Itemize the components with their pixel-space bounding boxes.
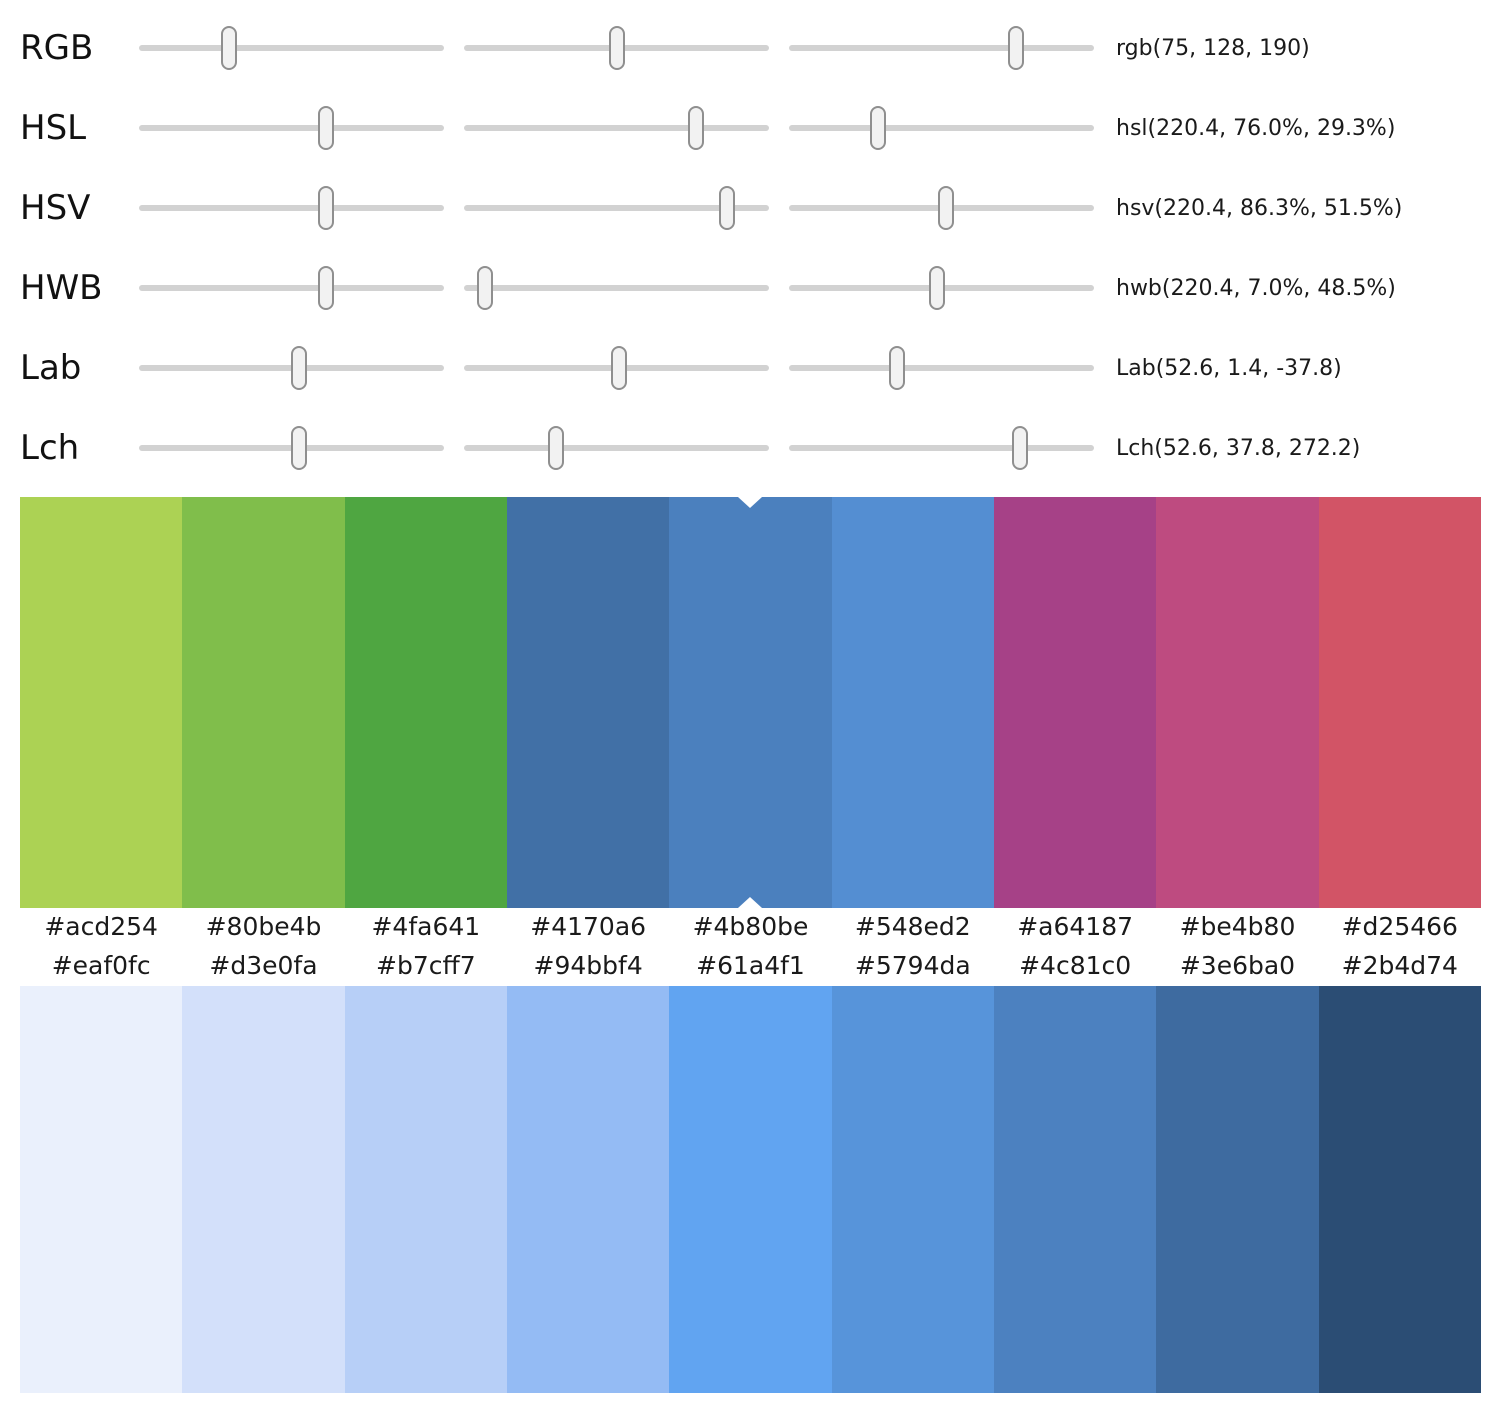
scale-palette-swatch[interactable] xyxy=(506,986,670,1393)
hsv-h-slider-thumb[interactable] xyxy=(317,186,334,230)
scale-palette-hex-labels: #eaf0fc #d3e0fa #b7cff7 #94bbf4 #61a4f1 … xyxy=(20,944,1481,986)
swatch-hex-label: #94bbf4 xyxy=(533,950,643,980)
lch-row-label: Lch xyxy=(20,428,80,468)
rgb-b-slider-thumb[interactable] xyxy=(1008,26,1025,70)
hsl-s-slider[interactable] xyxy=(464,106,769,150)
hsv-sliders-row: HSV hsv(220.4, 86.3%, 51.5%) xyxy=(0,168,1501,248)
rgb-r-slider-thumb[interactable] xyxy=(220,26,237,70)
hsl-l-slider[interactable] xyxy=(789,106,1094,150)
lch-value-text: Lch(52.6, 37.8, 272.2) xyxy=(1116,435,1361,461)
hwb-value-text: hwb(220.4, 7.0%, 48.5%) xyxy=(1116,275,1396,301)
hsv-v-slider[interactable] xyxy=(789,186,1094,230)
swatch-hex-label: #4b80be xyxy=(692,911,809,941)
lch-sliders-row: Lch Lch(52.6, 37.8, 272.2) xyxy=(0,408,1501,488)
hwb-w-slider-thumb[interactable] xyxy=(477,266,494,310)
lch-c-slider-thumb[interactable] xyxy=(548,426,565,470)
lab-l-slider[interactable] xyxy=(139,346,444,390)
hsl-h-slider[interactable] xyxy=(139,106,444,150)
hwb-w-slider[interactable] xyxy=(464,266,769,310)
swatch-hex-label: #80be4b xyxy=(205,911,322,941)
hsl-l-slider-thumb[interactable] xyxy=(870,106,887,150)
swatch-hex-label: #4170a6 xyxy=(530,911,647,941)
hsv-v-slider-thumb[interactable] xyxy=(938,186,955,230)
hsl-sliders-row: HSL hsl(220.4, 76.0%, 29.3%) xyxy=(0,88,1501,168)
main-palette-swatch[interactable] xyxy=(1156,497,1319,908)
rgb-sliders-row: RGB rgb(75, 128, 190) xyxy=(0,8,1501,88)
main-palette-swatch[interactable] xyxy=(344,497,507,908)
scale-palette-swatch[interactable] xyxy=(1318,986,1481,1393)
hsl-s-slider-thumb[interactable] xyxy=(687,106,704,150)
swatch-hex-label: #4fa641 xyxy=(371,911,481,941)
palette-section: #acd254 #80be4b #4fa641 #4170a6 #4b80be … xyxy=(20,497,1481,1393)
swatch-hex-label: #be4b80 xyxy=(1179,911,1296,941)
main-palette-swatch-selected[interactable] xyxy=(669,497,832,908)
hsl-row-label: HSL xyxy=(20,108,87,148)
main-palette-swatch[interactable] xyxy=(1318,497,1481,908)
hsv-s-slider-thumb[interactable] xyxy=(719,186,736,230)
hsv-s-slider[interactable] xyxy=(464,186,769,230)
hsv-row-label: HSV xyxy=(20,188,91,228)
swatch-hex-label: #acd254 xyxy=(44,911,158,941)
lab-l-slider-thumb[interactable] xyxy=(291,346,308,390)
hwb-h-slider[interactable] xyxy=(139,266,444,310)
scale-palette-swatch[interactable] xyxy=(993,986,1157,1393)
hsv-value-text: hsv(220.4, 86.3%, 51.5%) xyxy=(1116,195,1403,221)
lch-h-slider[interactable] xyxy=(789,426,1094,470)
selected-color-marker-top xyxy=(738,497,763,508)
lab-a-slider-thumb[interactable] xyxy=(610,346,627,390)
scale-palette xyxy=(20,986,1481,1393)
lch-c-slider[interactable] xyxy=(464,426,769,470)
hwb-h-slider-thumb[interactable] xyxy=(317,266,334,310)
lch-l-slider-thumb[interactable] xyxy=(291,426,308,470)
rgb-b-slider[interactable] xyxy=(789,26,1094,70)
hsv-h-slider[interactable] xyxy=(139,186,444,230)
lab-value-text: Lab(52.6, 1.4, -37.8) xyxy=(1116,355,1342,381)
swatch-hex-label: #2b4d74 xyxy=(1341,950,1458,980)
main-palette-swatch[interactable] xyxy=(20,497,183,908)
hwb-b-slider-thumb[interactable] xyxy=(928,266,945,310)
main-palette-swatch[interactable] xyxy=(182,497,345,908)
swatch-hex-label: #d25466 xyxy=(1341,911,1458,941)
slider-panel: RGB rgb(75, 128, 190) HSL hsl(220.4, 76.… xyxy=(0,0,1501,488)
main-palette-hex-labels: #acd254 #80be4b #4fa641 #4170a6 #4b80be … xyxy=(20,908,1481,944)
swatch-hex-label: #d3e0fa xyxy=(209,950,318,980)
scale-palette-swatch[interactable] xyxy=(1156,986,1319,1393)
swatch-hex-label: #3e6ba0 xyxy=(1179,950,1296,980)
lab-sliders-row: Lab Lab(52.6, 1.4, -37.8) xyxy=(0,328,1501,408)
selected-color-marker-bottom xyxy=(738,897,763,908)
rgb-value-text: rgb(75, 128, 190) xyxy=(1116,35,1310,61)
lab-row-label: Lab xyxy=(20,348,82,388)
scale-palette-swatch[interactable] xyxy=(182,986,345,1393)
rgb-g-slider-thumb[interactable] xyxy=(609,26,626,70)
swatch-hex-label: #548ed2 xyxy=(854,911,971,941)
hwb-sliders-row: HWB hwb(220.4, 7.0%, 48.5%) xyxy=(0,248,1501,328)
scale-palette-swatch[interactable] xyxy=(669,986,832,1393)
hwb-row-label: HWB xyxy=(20,268,103,308)
hwb-b-slider[interactable] xyxy=(789,266,1094,310)
lch-h-slider-thumb[interactable] xyxy=(1011,426,1028,470)
scale-palette-swatch[interactable] xyxy=(831,986,994,1393)
swatch-hex-label: #4c81c0 xyxy=(1019,950,1132,980)
lch-l-slider[interactable] xyxy=(139,426,444,470)
hsl-value-text: hsl(220.4, 76.0%, 29.3%) xyxy=(1116,115,1396,141)
main-palette-swatch[interactable] xyxy=(993,497,1157,908)
hsl-h-slider-thumb[interactable] xyxy=(317,106,334,150)
swatch-hex-label: #a64187 xyxy=(1017,911,1134,941)
lab-b-slider-thumb[interactable] xyxy=(888,346,905,390)
swatch-hex-label: #5794da xyxy=(854,950,971,980)
scale-palette-swatch[interactable] xyxy=(344,986,507,1393)
scale-palette-swatch[interactable] xyxy=(20,986,183,1393)
swatch-hex-label: #eaf0fc xyxy=(51,950,151,980)
lab-b-slider[interactable] xyxy=(789,346,1094,390)
main-palette xyxy=(20,497,1481,908)
rgb-r-slider[interactable] xyxy=(139,26,444,70)
rgb-row-label: RGB xyxy=(20,28,94,68)
rgb-g-slider[interactable] xyxy=(464,26,769,70)
swatch-hex-label: #b7cff7 xyxy=(376,950,476,980)
lab-a-slider[interactable] xyxy=(464,346,769,390)
main-palette-swatch[interactable] xyxy=(506,497,670,908)
main-palette-swatch[interactable] xyxy=(831,497,994,908)
swatch-hex-label: #61a4f1 xyxy=(696,950,805,980)
